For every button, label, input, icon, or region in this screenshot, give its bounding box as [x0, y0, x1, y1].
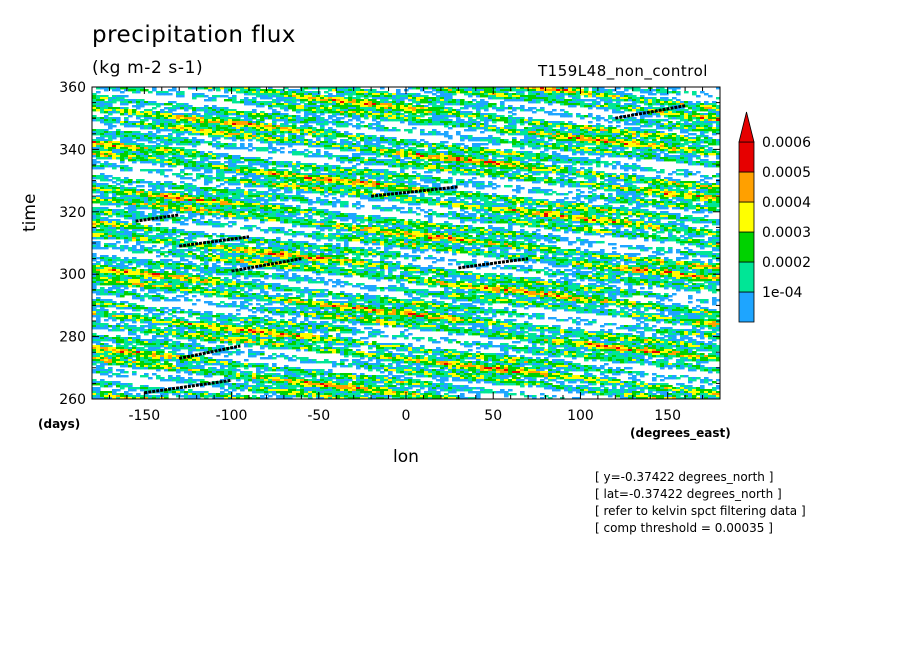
colorbar-swatch [738, 261, 755, 293]
y-tick-label: 340 [59, 142, 86, 158]
kelvin-track-0 [144, 378, 232, 395]
note-lat: [ lat=-0.37422 degrees_north ] [595, 487, 782, 501]
y-tick-label: 280 [59, 330, 86, 346]
colorbar-label: 0.0005 [762, 165, 811, 181]
kelvin-track-6 [458, 257, 529, 270]
y-tick-label: 360 [59, 80, 86, 96]
y-tick-label: 300 [59, 267, 86, 283]
colorbar-swatch [738, 141, 755, 173]
x-axis-unit: (degrees_east) [630, 426, 731, 440]
colorbar-swatch [738, 291, 755, 323]
note-threshold: [ comp threshold = 0.00035 ] [595, 521, 773, 535]
y-tick-label: 260 [59, 392, 86, 408]
kelvin-track-3 [179, 235, 250, 248]
y-axis-label: time [20, 193, 40, 232]
x-tick-label: 50 [484, 408, 502, 424]
run-label: T159L48_non_control [538, 62, 708, 80]
note-y: [ y=-0.37422 degrees_north ] [595, 470, 774, 484]
x-tick-label: 0 [402, 408, 411, 424]
colorbar-label: 0.0003 [762, 225, 811, 241]
kelvin-track-4 [135, 213, 180, 223]
x-tick-label: 100 [567, 408, 594, 424]
x-axis-label: lon [393, 447, 419, 467]
kelvin-track-5 [370, 185, 459, 198]
note-filter: [ refer to kelvin spct filtering data ] [595, 504, 806, 518]
chart-title: precipitation flux [92, 22, 296, 48]
colorbar-label: 1e-04 [762, 285, 802, 301]
colorbar-label: 0.0002 [762, 255, 811, 271]
x-tick-label: -50 [307, 408, 330, 424]
heatmap-field [92, 87, 720, 399]
colorbar-max-arrow [738, 111, 755, 143]
colorbar-label: 0.0004 [762, 195, 811, 211]
kelvin-track-2 [231, 257, 302, 273]
x-tick-label: -100 [216, 408, 248, 424]
plot-frame [91, 86, 721, 400]
kelvin-track-7 [615, 104, 686, 120]
kelvin-track-1 [178, 344, 241, 360]
y-axis-unit: (days) [38, 417, 81, 431]
colorbar-swatch [738, 231, 755, 263]
colorbar-label: 0.0006 [762, 135, 811, 151]
y-tick-label: 320 [59, 205, 86, 221]
x-tick-label: -150 [128, 408, 160, 424]
colorbar-swatch [738, 171, 755, 203]
x-tick-label: 150 [654, 408, 681, 424]
chart-units: (kg m-2 s-1) [92, 58, 204, 78]
colorbar-swatch [738, 201, 755, 233]
